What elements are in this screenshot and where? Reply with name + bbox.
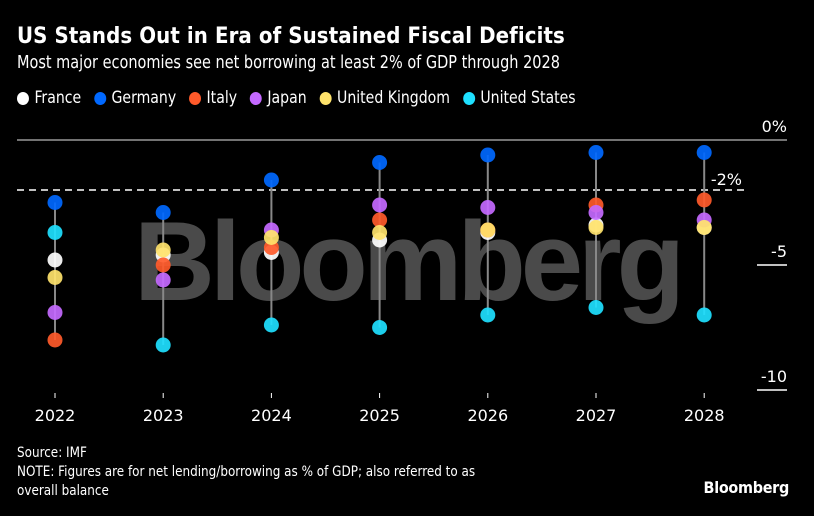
point-germany-2027 (588, 145, 604, 160)
point-italy-2022 (47, 332, 63, 348)
legend-label: Italy (206, 88, 238, 108)
legend-label: Japan (267, 88, 307, 108)
point-united-states-2022 (47, 225, 63, 240)
chart-title: US Stands Out in Era of Sustained Fiscal… (17, 24, 565, 49)
x-tick-label-2026: 2026 (467, 406, 508, 425)
y-tick-label: -5 (771, 242, 787, 261)
y-tick-label: 0% (762, 117, 787, 136)
point-japan-2022 (47, 305, 63, 320)
legend-label: United Kingdom (337, 88, 450, 108)
point-germany-2028 (696, 145, 712, 160)
reference-line-label: -2% (711, 170, 742, 189)
x-tick-label-2022: 2022 (35, 406, 76, 425)
legend-marker (189, 91, 202, 105)
legend-item-united-states: United States (462, 88, 576, 108)
point-united-states-2026 (480, 307, 496, 323)
legend: France Germany Italy Japan United Kingdom Uni… (17, 88, 576, 108)
point-united-states-2024 (263, 317, 279, 333)
point-france-2022 (47, 252, 63, 268)
legend-marker (94, 91, 106, 105)
legend-marker (249, 91, 262, 105)
legend-marker (17, 91, 29, 105)
note-line-1: NOTE: Figures are for net lending/borrow… (17, 464, 476, 480)
x-tick-label-2028: 2028 (684, 406, 725, 425)
point-japan-2026 (480, 200, 496, 215)
point-germany-2023 (155, 205, 171, 220)
chart-subtitle: Most major economies see net borrowing a… (17, 53, 560, 73)
point-united-kingdom-2027 (588, 220, 604, 235)
legend-item-germany: Germany (94, 88, 176, 108)
legend-label: United States (480, 88, 576, 108)
point-germany-2026 (480, 147, 496, 163)
legend-item-united-kingdom: United Kingdom (319, 88, 450, 108)
point-united-kingdom-2022 (47, 270, 63, 285)
legend-item-italy: Italy (189, 88, 237, 108)
point-united-states-2023 (155, 337, 171, 353)
point-united-kingdom-2023 (155, 242, 171, 258)
point-japan-2025 (372, 197, 388, 213)
legend-item-france: France (17, 88, 81, 108)
y-tick-label: -10 (761, 367, 787, 386)
point-united-states-2027 (588, 300, 604, 315)
note-line-2: overall balance (17, 483, 109, 499)
bloomberg-logo: Bloomberg (703, 478, 790, 497)
point-italy-2025 (372, 212, 388, 228)
footer: Source: IMF NOTE: Figures are for net le… (17, 444, 475, 501)
legend-label: Germany (111, 88, 177, 108)
legend-item-japan: Japan (249, 88, 307, 108)
point-germany-2022 (47, 195, 63, 210)
point-united-states-2028 (696, 307, 712, 323)
legend-marker (462, 91, 475, 105)
point-italy-2023 (155, 257, 171, 273)
point-united-kingdom-2024 (263, 230, 279, 245)
legend-label: France (34, 88, 82, 108)
x-tick-label-2024: 2024 (251, 406, 292, 425)
x-tick-label-2027: 2027 (576, 406, 617, 425)
source-note: Source: IMF (17, 445, 87, 461)
point-japan-2027 (588, 205, 604, 220)
point-united-kingdom-2026 (480, 222, 496, 238)
point-germany-2025 (372, 155, 388, 170)
point-united-kingdom-2025 (372, 225, 388, 240)
x-tick-label-2023: 2023 (143, 406, 184, 425)
point-united-states-2025 (372, 320, 388, 335)
point-germany-2024 (263, 172, 279, 188)
x-tick-label-2025: 2025 (359, 406, 400, 425)
point-italy-2028 (696, 192, 712, 208)
point-japan-2023 (155, 272, 171, 288)
point-united-kingdom-2028 (696, 220, 712, 235)
legend-marker (319, 91, 332, 105)
